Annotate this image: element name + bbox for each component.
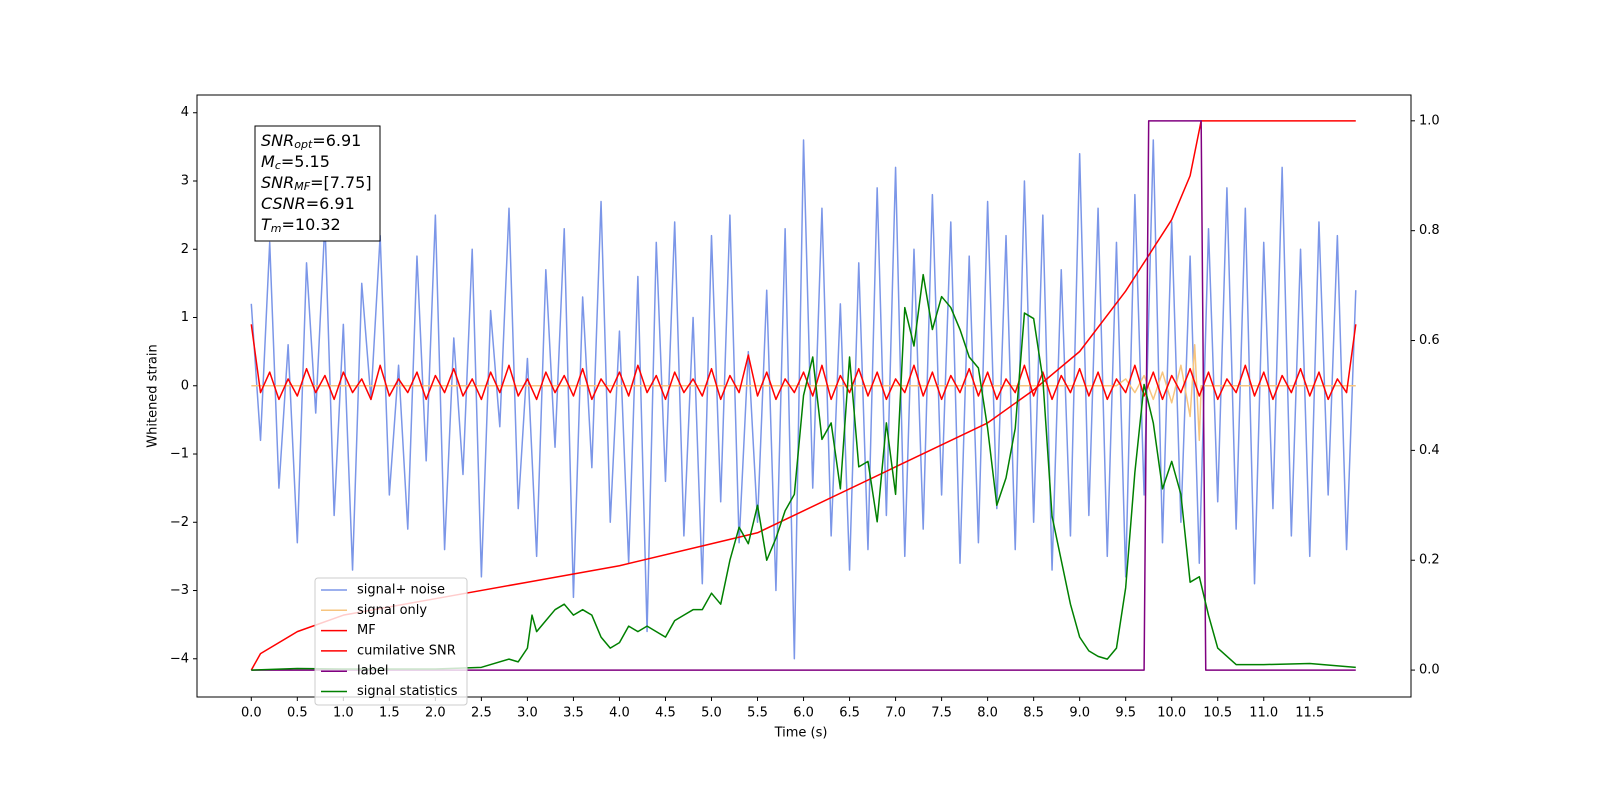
- legend-label: cumilative SNR: [357, 643, 456, 658]
- x-tick-label: 9.0: [1069, 706, 1090, 721]
- y-tick-label: 2: [181, 242, 189, 257]
- x-tick-label: 0.5: [287, 706, 308, 721]
- x-tick-label: 2.5: [471, 706, 492, 721]
- annotation-rest: =10.32: [282, 215, 341, 234]
- annotation-main: CSNR: [261, 194, 306, 213]
- x-tick-label: 7.0: [885, 706, 906, 721]
- annotation: SNRopt=6.91: [261, 131, 361, 152]
- annotation-box: [254, 125, 381, 242]
- x-tick-label: 4.5: [655, 706, 676, 721]
- x-tick-label: 8.5: [1023, 706, 1044, 721]
- annotation: SNRMF=[7.75]: [261, 173, 372, 194]
- x-tick-label: 11.0: [1249, 706, 1278, 721]
- y-tick-label: 0: [181, 378, 189, 393]
- y-tick-label: −1: [170, 447, 189, 462]
- annotation-sub: c: [275, 159, 281, 172]
- y2-tick-label: 0.0: [1419, 663, 1440, 678]
- series-line: [250, 139, 1357, 660]
- annotation-main: SNR: [261, 131, 294, 150]
- y-tick-label: 1: [181, 310, 189, 325]
- annotation-sub: m: [271, 222, 282, 235]
- x-tick-label: 7.5: [931, 706, 952, 721]
- annotation-main: SNR: [261, 173, 294, 192]
- x-tick-label: 4.0: [609, 706, 630, 721]
- legend-label: signal statistics: [357, 684, 458, 699]
- x-tick-label: 5.0: [701, 706, 722, 721]
- annotation: Mc=5.15: [261, 152, 330, 173]
- x-tick-label: 10.5: [1203, 706, 1232, 721]
- annotation-rest: =[7.75]: [310, 173, 372, 192]
- annotation-rest: =6.91: [312, 131, 361, 150]
- x-tick-label: 11.5: [1295, 706, 1324, 721]
- x-tick-label: 5.5: [747, 706, 768, 721]
- x-tick-label: 1.0: [333, 706, 354, 721]
- annotation: Tm=10.32: [261, 215, 341, 236]
- x-tick-label: 3.0: [517, 706, 538, 721]
- y2-tick-label: 1.0: [1419, 113, 1440, 128]
- y2-tick-label: 0.4: [1419, 443, 1440, 458]
- y-axis-label: Whitened strain: [146, 344, 161, 447]
- x-tick-label: 8.0: [977, 706, 998, 721]
- y-tick-label: −4: [170, 651, 189, 666]
- annotation: CSNR=6.91: [261, 194, 355, 213]
- x-tick-label: 6.5: [839, 706, 860, 721]
- x-tick-label: 3.5: [563, 706, 584, 721]
- annotation-sub: opt: [294, 138, 313, 151]
- x-tick-label: 1.5: [379, 706, 400, 721]
- y-tick-label: −2: [170, 515, 189, 530]
- y2-tick-label: 0.2: [1419, 553, 1440, 568]
- y-tick-label: 4: [181, 105, 189, 120]
- x-tick-label: 0.0: [241, 706, 262, 721]
- y2-tick-label: 0.6: [1419, 333, 1440, 348]
- x-tick-label: 6.0: [793, 706, 814, 721]
- annotation-rest: =6.91: [306, 194, 355, 213]
- annotation-main: M: [261, 152, 275, 171]
- legend-label: MF: [357, 623, 376, 638]
- annotation-main: T: [261, 215, 272, 234]
- x-tick-label: 10.0: [1157, 706, 1186, 721]
- legend-label: signal only: [357, 603, 427, 618]
- series-line: [250, 324, 1357, 401]
- x-tick-label: 2.0: [425, 706, 446, 721]
- y-tick-label: 3: [181, 174, 189, 189]
- legend-label: signal+ noise: [357, 583, 445, 598]
- series-line: [251, 273, 1356, 671]
- legend-frame: [314, 577, 468, 706]
- y2-tick-label: 0.8: [1419, 223, 1440, 238]
- series-line: [251, 120, 1356, 671]
- x-axis-label: Time (s): [774, 726, 828, 741]
- annotation-rest: =5.15: [281, 152, 330, 171]
- y-tick-label: −3: [170, 583, 189, 598]
- legend-label: label: [357, 664, 388, 679]
- x-tick-label: 9.5: [1115, 706, 1136, 721]
- annotation-sub: MF: [294, 180, 310, 193]
